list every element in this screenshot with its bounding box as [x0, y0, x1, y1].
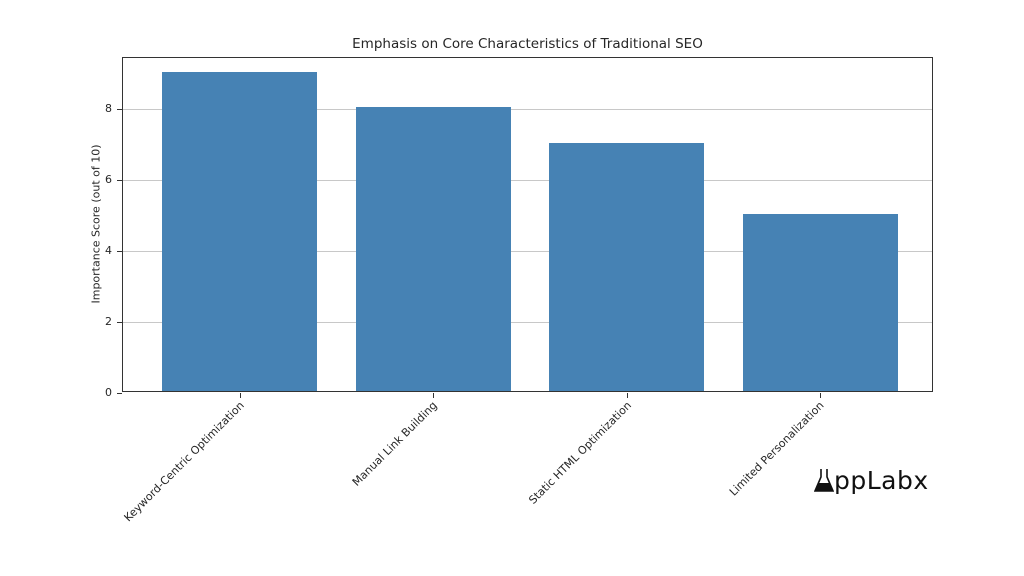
x-tick	[820, 393, 821, 398]
x-tick-label: Keyword-Centric Optimization	[120, 398, 247, 525]
y-tick-label: 0	[105, 386, 112, 399]
plot-area: 0 2 4 6 8 Keyword-Centric Optimization Manual …	[105, 57, 933, 524]
gridline	[123, 251, 932, 253]
y-tick	[117, 180, 122, 182]
chart-title: Emphasis on Core Characteristics of Trad…	[352, 36, 703, 52]
logo-text: ppLabx	[834, 466, 929, 495]
y-tick	[117, 251, 122, 253]
x-tick-label: Static HTML Optimization	[525, 398, 634, 507]
bar	[355, 107, 511, 391]
y-tick	[117, 109, 122, 111]
gridline	[123, 109, 932, 111]
flask-icon	[813, 469, 835, 492]
bar	[549, 142, 704, 391]
y-tick-label: 2	[105, 315, 112, 329]
gridline	[123, 180, 932, 182]
x-tick-label: Manual Link Building	[349, 398, 440, 489]
x-tick	[433, 393, 434, 398]
x-tick-label: Limited Personalization	[726, 398, 827, 499]
y-tick	[117, 393, 122, 394]
x-tick	[626, 393, 628, 398]
y-tick-label: 4	[105, 244, 112, 258]
y-axis-title: Importance Score (out of 10)	[89, 144, 103, 304]
y-tick	[117, 322, 122, 324]
x-tick	[239, 393, 241, 398]
gridline	[123, 322, 932, 324]
y-tick-label: 6	[105, 173, 112, 187]
applabx-logo: ppLabx	[813, 466, 929, 495]
bar	[162, 71, 317, 391]
y-tick-label: 8	[105, 102, 112, 116]
bar	[742, 213, 898, 391]
